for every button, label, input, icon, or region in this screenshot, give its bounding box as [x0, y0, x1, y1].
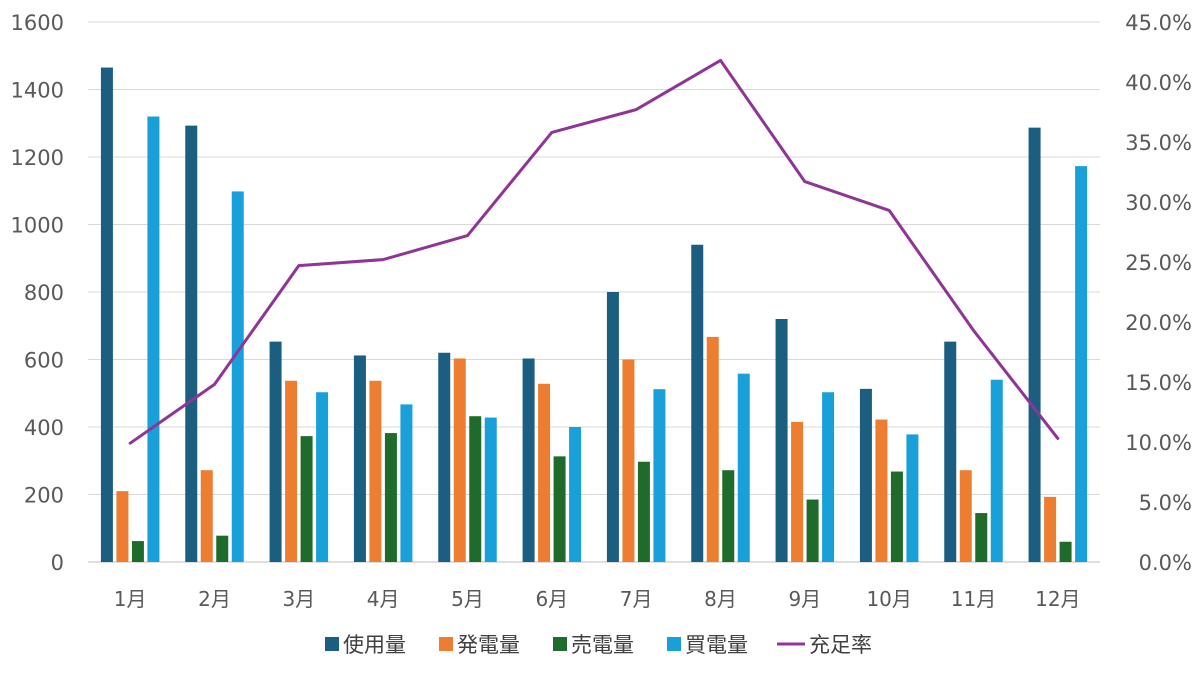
- bar-売電量: [975, 513, 988, 562]
- right-tick-label: 40.0%: [1125, 71, 1192, 95]
- bar-売電量: [637, 461, 650, 562]
- line-充足率: [128, 58, 1060, 445]
- bar-買電量: [484, 417, 497, 562]
- left-tick-label: 600: [24, 349, 64, 373]
- legend: 使用量 発電量 売電量 買電量 充足率: [325, 633, 872, 657]
- bar-発電量: [622, 359, 635, 562]
- bar-使用量: [1028, 127, 1041, 562]
- bar-発電量: [453, 358, 466, 562]
- gridlines: [88, 21, 1100, 563]
- bar-売電量: [300, 436, 313, 562]
- bar-発電量: [369, 380, 382, 562]
- legend-label: 充足率: [809, 633, 872, 657]
- bar-発電量: [200, 470, 213, 562]
- bar-発電量: [875, 419, 888, 562]
- bar-使用量: [100, 67, 113, 562]
- right-axis-ticks: 0.0% 5.0% 10.0% 15.0% 20.0% 25.0% 30.0% 35.0% 40…: [1125, 11, 1192, 575]
- bar-買電量: [569, 427, 582, 562]
- x-tick-label: 5月: [451, 587, 484, 611]
- left-tick-label: 400: [24, 416, 64, 440]
- bar-使用量: [859, 388, 872, 562]
- left-tick-label: 0: [51, 551, 64, 575]
- right-tick-label: 45.0%: [1125, 11, 1192, 35]
- legend-label: 発電量: [457, 633, 520, 657]
- bar-買電量: [653, 389, 666, 562]
- x-tick-label: 4月: [367, 587, 400, 611]
- legend-swatch: [667, 637, 681, 651]
- bar-買電量: [990, 379, 1003, 562]
- x-tick-label: 11月: [951, 587, 996, 611]
- bar-売電量: [890, 471, 903, 562]
- bar-使用量: [269, 341, 282, 562]
- bar-売電量: [216, 535, 229, 562]
- bar-売電量: [806, 499, 819, 562]
- left-tick-label: 1200: [11, 146, 64, 170]
- bar-売電量: [722, 470, 735, 562]
- bars: [100, 67, 1088, 563]
- x-tick-label: 2月: [198, 587, 231, 611]
- ratio-line: [128, 58, 1060, 445]
- bar-発電量: [1044, 496, 1057, 562]
- legend-label: 買電量: [685, 633, 748, 657]
- bar-買電量: [400, 404, 413, 562]
- bar-売電量: [131, 541, 144, 562]
- bar-使用量: [185, 125, 198, 563]
- bar-発電量: [285, 380, 298, 562]
- bar-買電量: [737, 373, 750, 562]
- x-tick-label: 7月: [620, 587, 653, 611]
- x-tick-label: 1月: [114, 587, 147, 611]
- bar-買電量: [231, 191, 244, 563]
- bar-使用量: [606, 292, 619, 562]
- right-tick-label: 5.0%: [1139, 491, 1192, 515]
- legend-swatch: [439, 637, 453, 651]
- x-tick-label: 10月: [866, 587, 911, 611]
- legend-swatch: [553, 637, 567, 651]
- bar-使用量: [522, 358, 535, 562]
- bar-使用量: [353, 355, 366, 562]
- x-tick-label: 8月: [704, 587, 737, 611]
- bar-売電量: [1059, 541, 1072, 562]
- bar-買電量: [316, 392, 329, 562]
- right-tick-label: 30.0%: [1125, 191, 1192, 215]
- left-tick-label: 1600: [11, 11, 64, 35]
- bar-発電量: [116, 491, 129, 562]
- x-tick-label: 3月: [282, 587, 315, 611]
- right-tick-label: 0.0%: [1139, 551, 1192, 575]
- x-tick-label: 9月: [788, 587, 821, 611]
- x-tick-label: 12月: [1035, 587, 1080, 611]
- bar-発電量: [706, 336, 719, 562]
- bar-買電量: [1075, 166, 1088, 563]
- bar-発電量: [791, 421, 804, 562]
- left-tick-label: 800: [24, 281, 64, 305]
- bar-使用量: [944, 341, 957, 562]
- right-tick-label: 35.0%: [1125, 131, 1192, 155]
- bar-使用量: [438, 352, 451, 562]
- bar-買電量: [822, 392, 835, 562]
- bar-買電量: [906, 434, 919, 562]
- bar-使用量: [775, 319, 788, 562]
- bar-売電量: [553, 456, 566, 562]
- right-tick-label: 15.0%: [1125, 371, 1192, 395]
- bar-使用量: [691, 244, 704, 562]
- x-axis-ticks: 1月 2月 3月 4月 5月 6月 7月 8月 9月 10月 11月 12月: [114, 587, 1081, 611]
- left-tick-label: 200: [24, 484, 64, 508]
- bar-発電量: [538, 383, 551, 562]
- legend-label: 売電量: [571, 633, 634, 657]
- bar-買電量: [147, 116, 160, 562]
- right-tick-label: 10.0%: [1125, 431, 1192, 455]
- bar-売電量: [469, 416, 482, 562]
- x-tick-label: 6月: [535, 587, 568, 611]
- bar-発電量: [959, 470, 972, 562]
- legend-label: 使用量: [343, 633, 406, 657]
- right-tick-label: 20.0%: [1125, 311, 1192, 335]
- right-tick-label: 25.0%: [1125, 251, 1192, 275]
- left-tick-label: 1000: [11, 214, 64, 238]
- left-tick-label: 1400: [11, 79, 64, 103]
- left-axis-ticks: 0 200 400 600 800 1000 1200 1400 1600: [11, 11, 64, 575]
- bar-売電量: [384, 433, 397, 562]
- legend-swatch: [325, 637, 339, 651]
